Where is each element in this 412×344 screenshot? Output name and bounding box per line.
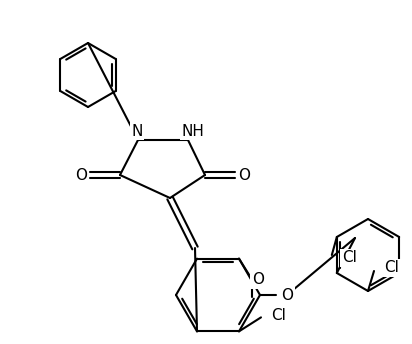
Text: Cl: Cl: [342, 250, 357, 266]
Text: O: O: [252, 272, 264, 287]
Text: O: O: [75, 168, 87, 183]
Text: Cl: Cl: [384, 260, 399, 276]
Text: N: N: [131, 123, 143, 139]
Text: O: O: [238, 168, 250, 183]
Text: Cl: Cl: [271, 308, 286, 323]
Text: NH: NH: [182, 123, 204, 139]
Text: O: O: [281, 288, 293, 302]
